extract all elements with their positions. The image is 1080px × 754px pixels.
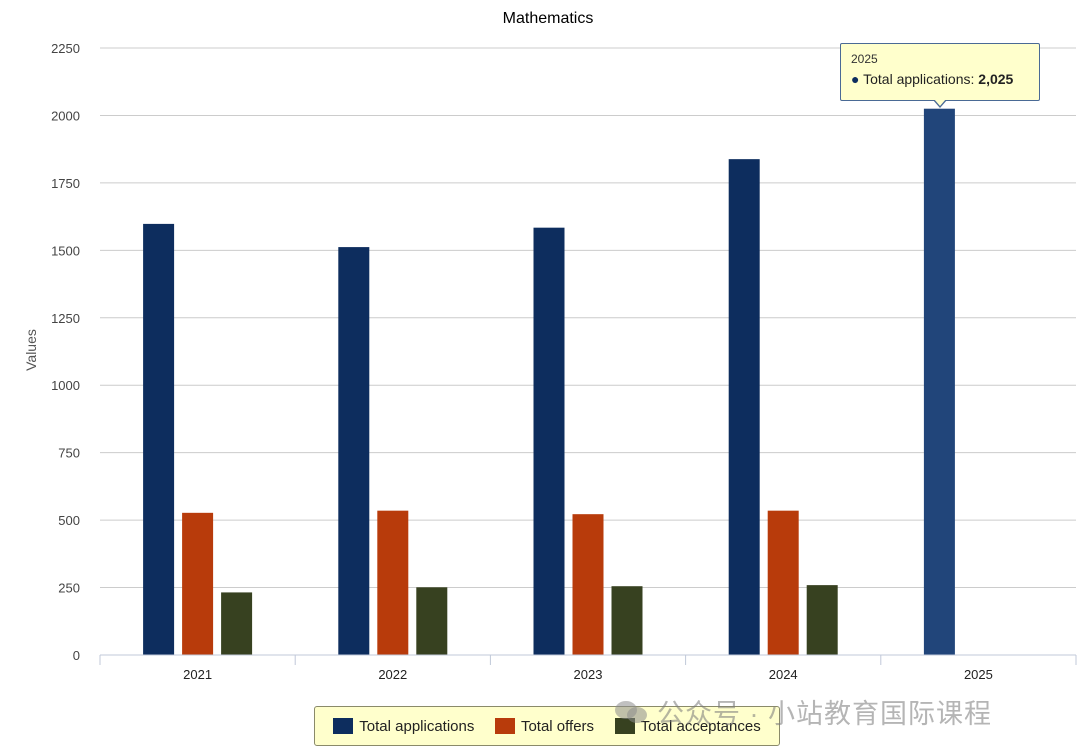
legend-label-acceptances: Total acceptances	[640, 717, 761, 735]
y-axis-label: Values	[23, 329, 39, 371]
x-tick-label: 2022	[378, 667, 407, 682]
legend-item-applications[interactable]: Total applications	[333, 718, 474, 735]
legend-item-acceptances[interactable]: Total acceptances	[614, 717, 761, 735]
bar	[728, 159, 760, 655]
bar	[923, 108, 955, 655]
bar	[806, 585, 838, 655]
bar	[143, 223, 175, 655]
x-tick-label: 2024	[769, 667, 798, 682]
bar	[221, 592, 253, 655]
legend-swatch-offers	[494, 718, 515, 734]
tooltip-value: 2,025	[978, 71, 1014, 87]
chart-title: Mathematics	[503, 10, 594, 27]
bars	[143, 108, 955, 655]
legend-label-offers: Total offers	[520, 717, 595, 735]
y-tick-labels: 0 250 500 750 1000 1250 1500 1750 2000 2250	[51, 41, 80, 663]
x-tick-label: 2021	[183, 667, 212, 682]
y-tick-label: 1500	[51, 243, 80, 258]
y-tick-label: 750	[58, 446, 80, 461]
y-tick-label: 1250	[51, 311, 80, 326]
y-tick-label: 0	[73, 648, 80, 663]
bar	[416, 587, 448, 655]
x-axis: 2021 2022 2023 2024 2025	[99, 654, 1077, 682]
watermark-text: 公众号 · 小站教育国际课程	[657, 699, 992, 729]
tooltip-arrow-inner	[934, 99, 946, 106]
y-tick-label: 500	[58, 513, 80, 528]
watermark: 公众号 · 小站教育国际课程	[615, 692, 992, 731]
x-tick-label: 2025	[964, 667, 993, 682]
x-tick-label: 2023	[574, 667, 603, 682]
tooltip: 2025 ● Total applications: 2,025	[840, 43, 1040, 101]
legend-label-applications: Total applications	[359, 717, 475, 735]
tooltip-bullet: ●	[851, 71, 860, 87]
y-tick-label: 1000	[51, 378, 80, 393]
bar	[182, 512, 214, 655]
bar	[338, 247, 370, 655]
y-tick-label: 2000	[51, 108, 80, 123]
tooltip-label: Total applications:	[863, 71, 975, 87]
tooltip-header: 2025	[851, 52, 878, 66]
legend-swatch-applications	[333, 718, 354, 734]
bar	[572, 514, 604, 655]
legend-swatch-acceptances	[614, 718, 635, 734]
tooltip-line: ● Total applications: 2,025	[851, 71, 1029, 87]
bar	[611, 586, 643, 655]
y-tick-label: 1750	[51, 176, 80, 191]
bar	[767, 510, 799, 655]
wechat-icon	[615, 699, 649, 725]
y-tick-label: 250	[58, 581, 80, 596]
gridlines	[100, 47, 1076, 589]
bar	[533, 227, 565, 655]
y-tick-label: 2250	[51, 41, 80, 56]
legend: Total applications Total offers Total ac…	[314, 706, 780, 746]
legend-item-offers[interactable]: Total offers	[494, 717, 595, 735]
bar	[377, 510, 409, 655]
